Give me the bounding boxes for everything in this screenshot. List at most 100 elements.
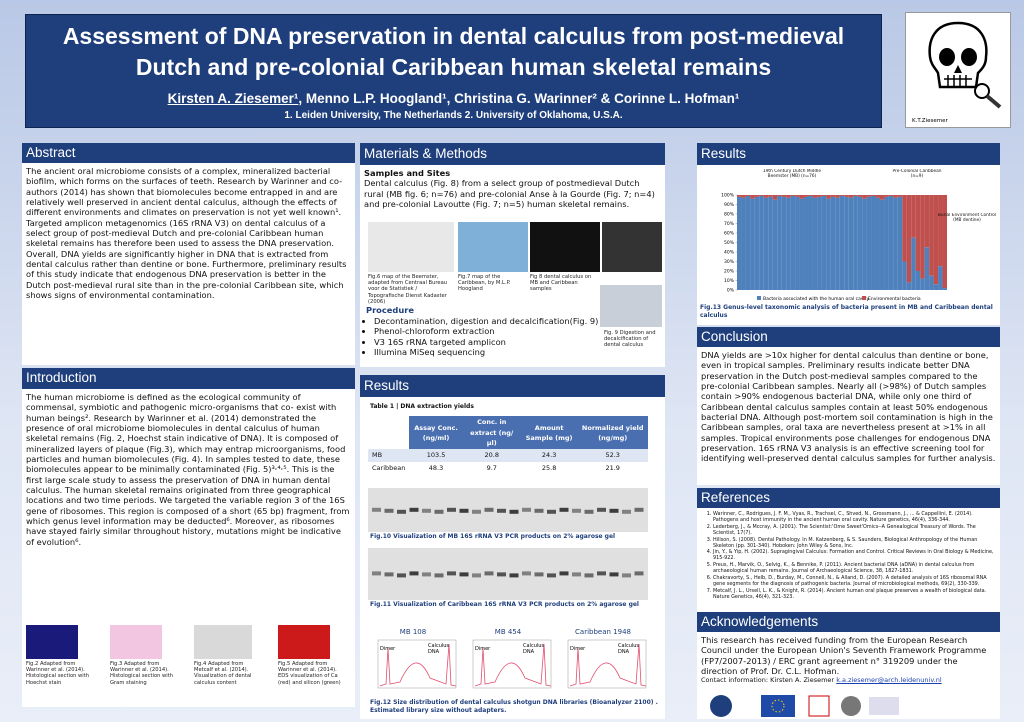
gel-band: [372, 571, 381, 576]
reference: Preus, H., Marvik, O., Selvig, K., & Ben…: [713, 562, 996, 575]
gel-image: [368, 488, 648, 532]
section-heading: References: [697, 488, 1000, 508]
environmental-bar: [781, 195, 787, 197]
table-cell: 52.3: [605, 451, 620, 460]
co-authors: , Menno L.P. Hoogland¹, Christina G. War…: [298, 91, 740, 106]
gel-band: [372, 507, 381, 512]
plot-title: MB 454: [494, 628, 522, 636]
gel-band: [559, 507, 569, 512]
environmental-bar: [763, 195, 769, 198]
group-label-text: 19th Century Dutch Middle Beemster (MB) …: [762, 169, 822, 179]
table-cell: 21.9: [605, 463, 620, 472]
oral-bar: [745, 195, 751, 290]
bioanalyzer-plot: [377, 639, 457, 689]
oral-bar: [812, 197, 818, 290]
y-tick-label: 0%: [727, 288, 735, 294]
oral-bar: [888, 195, 894, 290]
environmental-bar: [768, 195, 773, 197]
procedure-item: Decontamination, digestion and decalcifi…: [374, 316, 614, 326]
contact: Contact information: Kirsten A. Ziesemer…: [701, 676, 996, 684]
plot-frame: [377, 639, 457, 689]
environmental-bar: [875, 195, 880, 198]
introduction-text: The human microbiome is defined as the e…: [26, 392, 350, 547]
y-tick-label: 90%: [724, 202, 735, 208]
table-row: Caribbean 48.3 9.7 25.8 21.9: [368, 461, 648, 475]
procedure-item: Phenol-chloroform extraction: [374, 326, 614, 336]
environmental-bar: [759, 195, 764, 196]
legend-label: Bacteria associated with the human oral …: [763, 296, 870, 302]
environmental-bar: [938, 195, 943, 267]
annotation: Dimer: [475, 646, 491, 652]
reference: Hillson, S. (2008). Dental Pathology. In…: [713, 537, 996, 550]
gel-band: [484, 571, 494, 576]
subheading: Samples and Sites: [364, 168, 451, 178]
oral-bar: [911, 237, 916, 290]
oral-bar: [830, 196, 836, 290]
y-tick-label: 70%: [724, 221, 735, 227]
gel-band: [472, 509, 481, 514]
environmental-bar: [893, 195, 898, 198]
fig13-box: 0% 10% 20% 30% 40% 50% 60% 70% 80% 90% 100% 19th Ce…: [697, 165, 1000, 325]
environmental-bar: [906, 195, 912, 283]
gel-band: [547, 509, 556, 514]
figure-caption: Fig.6 map of the Beemster, adapted from …: [368, 274, 448, 305]
funder-logos: [710, 695, 899, 717]
oral-bar: [741, 197, 746, 290]
table-cell: 25.8: [541, 463, 557, 472]
yield-table: Assay Conc. (ng/ml) Conc. in extract (ng/…: [368, 416, 648, 475]
gel-band: [384, 508, 394, 513]
annotation: Calculus DNA: [523, 643, 545, 655]
gel-band: [409, 571, 419, 576]
environmental-bar: [821, 195, 827, 196]
gel-band: [584, 573, 594, 578]
references-box: Warinner, C., Rodrigues, J. F. M., Vyas,…: [697, 508, 1000, 612]
contact-email[interactable]: k.a.ziesemer@arch.leidenuniv.nl: [836, 676, 942, 685]
table-header-cell: Assay Conc. (ng/ml): [409, 416, 463, 450]
oral-bar: [821, 195, 827, 290]
legend-swatch: [862, 296, 866, 300]
procedure-item: V3 16S rRNA targeted amplicon: [374, 337, 614, 347]
figure-image: [368, 222, 454, 272]
gel-band: [534, 572, 544, 577]
environmental-bar: [871, 195, 876, 196]
table-cell: 20.8: [484, 451, 499, 460]
group-label-text: Pre-Colonial Caribbean (n=9): [892, 169, 942, 179]
environmental-bar: [812, 195, 818, 198]
environmental-bar: [741, 195, 746, 198]
bioanalyzer-plot: [567, 639, 647, 689]
table-cell: 48.3: [428, 463, 444, 472]
gel-band: [609, 508, 619, 513]
gel-band: [634, 507, 644, 512]
gel-band: [584, 509, 594, 514]
gel-band: [497, 572, 506, 577]
bioanalyzer-plot: [472, 639, 552, 689]
y-tick-label: 80%: [724, 212, 735, 218]
plot-frame: [472, 639, 552, 689]
y-tick-label: 10%: [724, 278, 735, 284]
header: Assessment of DNA preservation in dental…: [25, 14, 882, 128]
table-cell: 9.7: [486, 463, 497, 472]
reference: Metcalf, J. L., Ursell, L. K., & Knight,…: [713, 588, 996, 601]
oral-bar: [924, 247, 930, 290]
authors: Kirsten A. Ziesemer¹, Menno L.P. Hooglan…: [26, 91, 881, 106]
environmental-bar: [790, 195, 796, 196]
oral-bar: [884, 196, 889, 290]
gel-band: [634, 571, 644, 576]
reference: Lederberg, J., & Mccray, A. (2001). The …: [713, 524, 996, 537]
environmental-bar: [866, 195, 872, 197]
environmental-bar: [848, 195, 854, 198]
oral-bar: [938, 266, 943, 290]
environmental-bar: [933, 195, 939, 285]
annotation: Calculus DNA: [618, 643, 640, 655]
section-heading: Results: [697, 143, 1000, 165]
figure-caption: Fig 8 dental calculus on MB and Caribbea…: [530, 274, 592, 293]
figure-caption: Fig.10 Visualization of MB 16S rRNA V3 P…: [370, 533, 616, 540]
oral-bar: [799, 198, 805, 290]
skull-icon: [928, 21, 1002, 109]
oral-bar: [933, 284, 939, 290]
oral-bar: [875, 197, 880, 290]
gel-band: [484, 507, 494, 512]
gel-image: [368, 548, 648, 600]
trace: [379, 643, 457, 687]
gel-band: [509, 509, 519, 514]
